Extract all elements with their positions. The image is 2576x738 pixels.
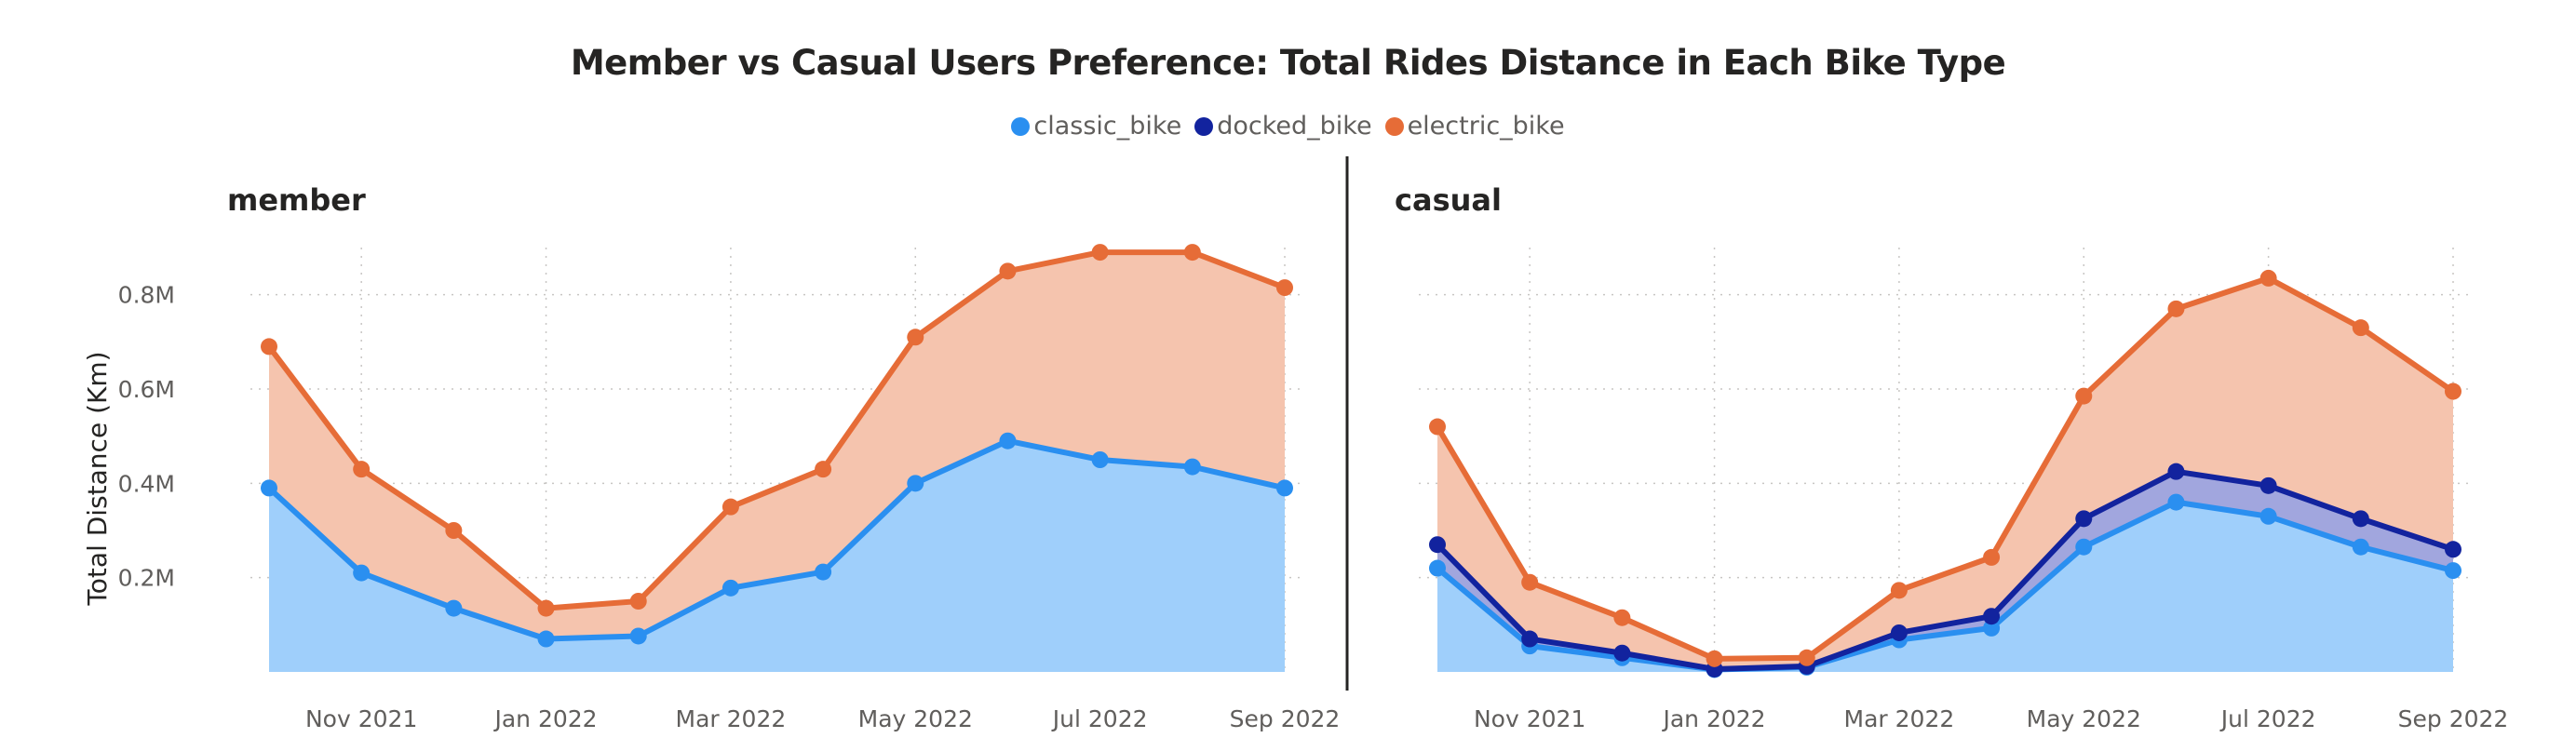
legend-item-electric-bike[interactable]: electric_bike	[1384, 112, 1565, 141]
point-docked-bike	[2167, 463, 2185, 480]
legend-marker-classic-bike	[1011, 116, 1031, 136]
point-electric-bike	[2259, 269, 2277, 287]
x-tick-label: Jul 2022	[2219, 705, 2316, 732]
point-electric-bike	[815, 461, 832, 478]
point-classic-bike	[1429, 559, 1446, 577]
panel-title-casual: casual	[1395, 182, 1502, 218]
point-classic-bike	[722, 579, 739, 597]
point-electric-bike	[261, 338, 277, 356]
point-electric-bike	[722, 498, 739, 516]
point-electric-bike	[2167, 300, 2185, 317]
point-classic-bike	[537, 630, 555, 648]
point-electric-bike	[445, 522, 463, 539]
x-tick-label: Jul 2022	[1051, 705, 1148, 732]
area-docked-bike	[1437, 471, 2453, 670]
area-electric-bike	[1437, 277, 2453, 669]
legend: classic_bike docked_bike electric_bike	[0, 112, 2576, 141]
point-classic-bike	[907, 475, 924, 492]
legend-label-docked-bike: docked_bike	[1217, 112, 1372, 141]
point-electric-bike	[1798, 649, 1815, 666]
panel-casual: casual Nov 2021 Jan 2022 Mar 2022 May 2022 Ju…	[1395, 182, 2508, 732]
legend-item-classic-bike[interactable]: classic_bike	[1011, 112, 1181, 141]
point-electric-bike	[353, 461, 371, 478]
point-classic-bike	[1276, 479, 1293, 497]
area-electric-bike	[269, 252, 1285, 639]
x-tick-label: May 2022	[2027, 705, 2141, 732]
area-classic-bike	[1437, 502, 2453, 672]
point-docked-bike	[1429, 536, 1446, 554]
point-electric-bike	[1429, 418, 1446, 436]
point-docked-bike	[1521, 630, 1539, 648]
line-electric-bike	[266, 249, 1287, 611]
x-tick-label: May 2022	[858, 705, 973, 732]
point-classic-bike	[353, 564, 371, 582]
point-electric-bike	[537, 599, 555, 617]
point-classic-bike	[2352, 538, 2369, 556]
x-tick-label: Jan 2022	[1661, 705, 1765, 732]
point-electric-bike	[1521, 573, 1539, 591]
line-electric-bike	[1435, 275, 2455, 662]
x-tick-label: Mar 2022	[1844, 705, 1955, 732]
point-electric-bike	[1091, 244, 1109, 262]
point-docked-bike	[2075, 510, 2093, 528]
point-classic-bike	[2445, 562, 2461, 580]
x-tick-label: Sep 2022	[2398, 705, 2509, 732]
legend-label-electric-bike: electric_bike	[1407, 112, 1565, 141]
point-classic-bike	[815, 563, 832, 581]
panel-title-member: member	[227, 182, 366, 218]
point-electric-bike	[1183, 244, 1201, 262]
y-tick-label: 0.2M	[118, 565, 175, 592]
point-docked-bike	[2445, 541, 2461, 558]
x-tick-label: Nov 2021	[305, 705, 417, 732]
y-tick-label: 0.4M	[118, 470, 175, 497]
point-docked-bike	[2352, 510, 2369, 528]
x-tick-label: Mar 2022	[676, 705, 787, 732]
point-classic-bike	[261, 479, 277, 497]
point-classic-bike	[2167, 493, 2185, 511]
point-electric-bike	[2445, 382, 2461, 400]
x-tick-label: Sep 2022	[1230, 705, 1341, 732]
legend-item-docked-bike[interactable]: docked_bike	[1194, 112, 1372, 141]
panel-member: member 0.2M 0.4M 0.6M 0.8M Nov 2021 Jan 2022 Ma…	[82, 182, 1340, 732]
point-electric-bike	[629, 593, 647, 610]
point-docked-bike	[1983, 608, 2001, 625]
point-electric-bike	[1890, 582, 1908, 599]
y-axis-title: Total Distance (Km)	[82, 351, 113, 606]
point-classic-bike	[1983, 619, 2001, 637]
point-classic-bike	[2259, 507, 2277, 525]
area-classic-bike	[269, 440, 1285, 672]
point-electric-bike	[1706, 650, 1723, 667]
point-classic-bike	[629, 627, 647, 645]
point-electric-bike	[907, 329, 924, 346]
point-electric-bike	[2352, 319, 2369, 337]
point-classic-bike	[1183, 458, 1201, 476]
point-electric-bike	[1276, 279, 1293, 297]
point-docked-bike	[1890, 624, 1908, 641]
y-tick-label: 0.8M	[118, 282, 175, 309]
point-electric-bike	[999, 262, 1017, 280]
x-tick-label: Nov 2021	[1474, 705, 1585, 732]
point-electric-bike	[2075, 387, 2093, 405]
point-electric-bike	[1983, 548, 2001, 566]
line-classic-bike	[266, 437, 1286, 642]
legend-label-classic-bike: classic_bike	[1033, 112, 1182, 141]
point-classic-bike	[2075, 538, 2093, 556]
point-docked-bike	[1613, 644, 1631, 662]
x-tick-label: Jan 2022	[492, 705, 597, 732]
y-tick-label: 0.6M	[118, 376, 175, 403]
point-classic-bike	[1091, 451, 1109, 468]
point-classic-bike	[445, 599, 463, 617]
chart-title: Member vs Casual Users Preference: Total…	[570, 43, 2006, 83]
line-classic-bike	[1436, 499, 2454, 673]
point-electric-bike	[1613, 609, 1631, 626]
legend-marker-docked-bike	[1194, 116, 1214, 136]
point-docked-bike	[2259, 476, 2277, 494]
legend-marker-electric-bike	[1384, 116, 1404, 136]
line-docked-bike	[1435, 468, 2454, 672]
point-classic-bike	[999, 432, 1017, 450]
